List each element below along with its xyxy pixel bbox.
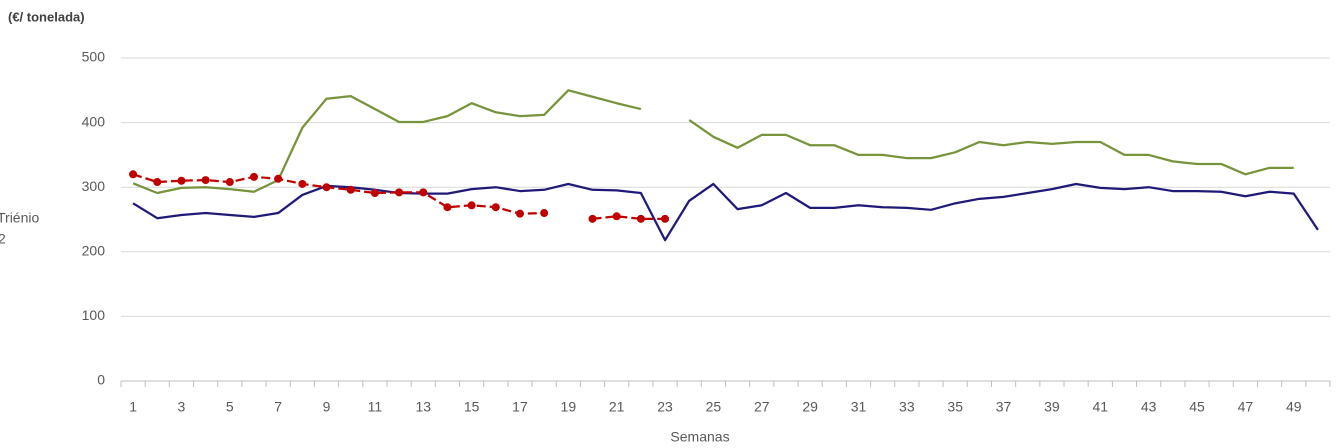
series-marker (636, 214, 645, 223)
x-tick-label: 29 (802, 399, 818, 415)
x-tick-label: 11 (368, 399, 383, 415)
y-tick-label: 400 (82, 113, 106, 129)
series-marker (540, 209, 549, 218)
series-marker (201, 176, 210, 185)
series-marker (661, 214, 670, 223)
y-tick-label: 100 (82, 307, 106, 323)
x-tick-label: 21 (609, 399, 625, 415)
x-tick-label: 9 (323, 399, 331, 415)
y-tick-label: 0 (97, 372, 105, 388)
x-tick-label: 27 (754, 399, 770, 415)
series-marker (467, 201, 476, 210)
series-marker (153, 178, 162, 187)
series-marker (274, 174, 283, 183)
series-marker (370, 189, 379, 198)
series-marker (225, 178, 234, 187)
x-tick-label: 37 (996, 399, 1012, 415)
series-marker (515, 209, 524, 218)
series-marker (346, 185, 355, 194)
series-marker (395, 188, 404, 197)
legend-fragment: Triénio (0, 210, 39, 226)
x-tick-label: 1 (129, 399, 137, 415)
series-marker (588, 214, 597, 223)
legend-fragment: 2 (0, 231, 6, 247)
series-marker (443, 203, 452, 212)
x-tick-label: 23 (657, 399, 673, 415)
series-line (132, 89, 642, 195)
series-marker (249, 172, 258, 181)
x-tick-label: 25 (706, 399, 722, 415)
x-tick-label: 45 (1189, 399, 1205, 415)
x-tick-label: 15 (464, 399, 480, 415)
x-tick-label: 17 (512, 399, 528, 415)
x-tick-label: 39 (1044, 399, 1060, 415)
series-line (688, 119, 1294, 176)
series-line (132, 173, 545, 215)
series-marker (612, 212, 621, 221)
x-tick-label: 31 (851, 399, 867, 415)
y-tick-label: 300 (82, 178, 106, 194)
x-tick-label: 33 (899, 399, 915, 415)
x-tick-label: 19 (561, 399, 577, 415)
series-marker (419, 188, 428, 197)
chart-title: (€/ tonelada) (8, 9, 85, 24)
x-tick-label: 7 (274, 399, 282, 415)
x-tick-label: 49 (1286, 399, 1302, 415)
y-tick-label: 500 (82, 49, 106, 65)
x-tick-label: 5 (226, 399, 234, 415)
x-tick-label: 41 (1093, 399, 1109, 415)
series-line (592, 215, 666, 220)
x-tick-label: 35 (947, 399, 963, 415)
series-marker (322, 183, 331, 192)
series-marker (491, 203, 500, 212)
y-tick-label: 200 (82, 243, 106, 259)
series-marker (298, 179, 307, 188)
series-marker (177, 176, 186, 185)
series-marker (129, 170, 138, 179)
series-line (132, 182, 1319, 242)
x-tick-label: 13 (415, 399, 431, 415)
x-tick-label: 47 (1238, 399, 1254, 415)
x-tick-label: 43 (1141, 399, 1157, 415)
x-tick-label: 3 (178, 399, 186, 415)
x-axis-label: Semanas (670, 429, 729, 445)
